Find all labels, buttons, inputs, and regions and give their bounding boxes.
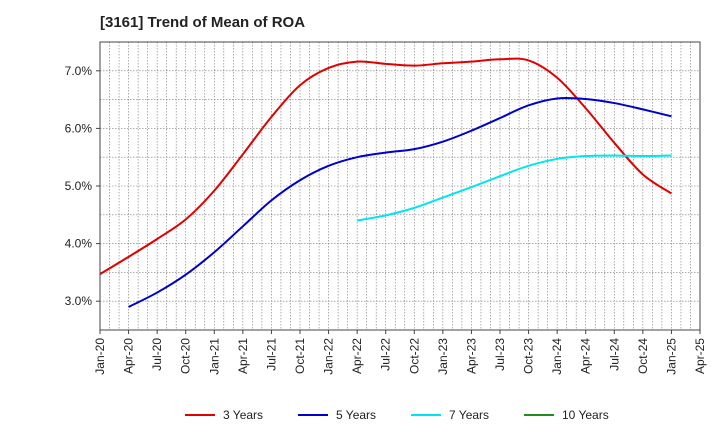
x-tick-label: Jul-24	[607, 338, 621, 371]
x-tick-label: Jul-22	[379, 338, 393, 371]
series-line-7-years	[356, 154, 672, 222]
x-tick-label: Oct-20	[179, 338, 193, 374]
x-tick-label: Apr-23	[464, 338, 478, 374]
x-tick-label: Jan-24	[550, 338, 564, 375]
chart-title: [3161] Trend of Mean of ROA	[100, 14, 306, 31]
legend-item-3-years: 3 Years	[185, 408, 263, 422]
grid-lines	[99, 42, 701, 330]
x-tick-label: Jul-23	[493, 338, 507, 371]
x-tick-label: Apr-20	[122, 338, 136, 374]
x-tick-label: Jan-23	[436, 338, 450, 375]
legend-item-5-years: 5 Years	[298, 408, 376, 422]
y-tick-label: 5.0%	[65, 179, 93, 193]
y-tick-label: 6.0%	[65, 121, 93, 135]
x-tick-label: Oct-21	[293, 338, 307, 374]
x-tick-label: Jan-22	[322, 338, 336, 375]
x-tick-label: Oct-22	[407, 338, 421, 374]
y-axis: 3.0% 4.0% 5.0% 6.0% 7.0%	[65, 64, 100, 308]
x-tick-label: Jan-20	[93, 338, 107, 375]
series-layer	[99, 57, 672, 308]
x-tick-label: Jul-21	[264, 338, 278, 371]
x-tick-label: Oct-24	[636, 338, 650, 374]
legend-label: 5 Years	[336, 408, 376, 422]
y-tick-label: 7.0%	[65, 64, 93, 78]
x-tick-label: Apr-25	[693, 338, 707, 374]
x-tick-label: Jan-21	[207, 338, 221, 375]
legend: 3 Years 5 Years 7 Years 10 Years	[185, 408, 609, 422]
y-tick-label: 3.0%	[65, 294, 93, 308]
x-tick-label: Apr-21	[236, 338, 250, 374]
legend-label: 3 Years	[223, 408, 263, 422]
x-tick-label: Jan-25	[664, 338, 678, 375]
x-axis: Jan-20 Apr-20 Jul-20 Oct-20 Jan-21 Apr-21 Jul-…	[93, 330, 707, 375]
legend-item-10-years: 10 Years	[524, 408, 609, 422]
legend-item-7-years: 7 Years	[411, 408, 489, 422]
x-tick-label: Jul-20	[150, 338, 164, 371]
legend-label: 10 Years	[562, 408, 609, 422]
x-tick-label: Apr-22	[350, 338, 364, 374]
y-tick-label: 4.0%	[65, 237, 93, 251]
legend-label: 7 Years	[449, 408, 489, 422]
x-tick-label: Oct-23	[522, 338, 536, 374]
series-line-5-years	[128, 96, 672, 308]
x-tick-label: Apr-24	[579, 338, 593, 374]
